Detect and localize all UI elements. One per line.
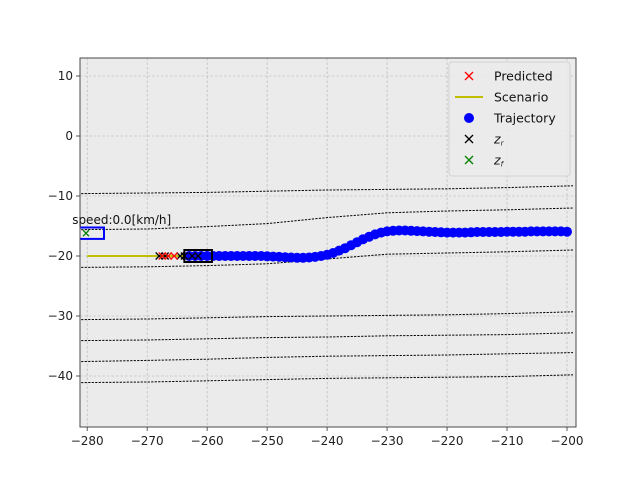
legend-label: Predicted [494, 69, 553, 84]
lane-boundary [81, 207, 574, 231]
lane-boundary [81, 311, 574, 321]
y-tick-label: 10 [58, 69, 73, 83]
legend-entry-z_f: zf [464, 153, 505, 169]
y-tick-label: −30 [48, 309, 73, 323]
legend-cross-swatch-stroke [464, 155, 474, 165]
legend-cross-swatch-stroke [464, 134, 474, 144]
predicted-marker-stroke [170, 252, 179, 260]
legend-box [448, 61, 571, 177]
trajectory-point [562, 226, 573, 237]
predicted-marker [164, 252, 173, 260]
legend-cross-swatch [464, 155, 474, 165]
legend-entry-trajectory: Trajectory [464, 111, 556, 126]
z-r-marker-stroke [180, 252, 189, 260]
other-vehicle [80, 226, 105, 240]
y-tick-label: 0 [65, 129, 73, 143]
legend-entry-z_r: zr [464, 132, 505, 148]
legend-cross-swatch-stroke [464, 71, 474, 81]
legend-entry-predicted: Predicted [464, 69, 553, 84]
plot-frame [79, 57, 577, 428]
z-f-marker-stroke [82, 229, 90, 237]
z-f-marker [82, 229, 90, 237]
speed-annotation: speed:0.0[km/h] [72, 213, 171, 227]
axis-ticks: −280 −270 −260 −250 −240 −230 −220 −210 −200 10 0 −… [48, 69, 584, 448]
legend-dot-swatch [464, 113, 474, 123]
x-tick-label: −280 [71, 434, 104, 448]
z-r-marker [161, 252, 170, 260]
y-tick-label: −10 [48, 189, 73, 203]
legend-label-subscript: r [501, 140, 505, 148]
z-r-marker [194, 252, 203, 260]
x-tick-label: −200 [551, 434, 584, 448]
x-tick-label: −230 [371, 434, 404, 448]
predicted-marker-stroke [158, 252, 167, 260]
z-r-marker [155, 252, 164, 260]
z-r-marker-stroke [188, 252, 197, 260]
plot-layer [80, 185, 574, 384]
x-tick-label: −220 [431, 434, 464, 448]
lane-boundary [81, 185, 574, 195]
legend-label-subscript: f [501, 161, 505, 169]
x-tick-label: −240 [311, 434, 344, 448]
legend-label: zr [493, 132, 505, 148]
lane-boundary [81, 352, 574, 363]
legend-label: zf [493, 153, 505, 169]
legend-cross-swatch [464, 71, 474, 81]
predicted-marker [170, 252, 179, 260]
legend-cross-swatch [464, 134, 474, 144]
z-r-marker-stroke [161, 252, 170, 260]
x-tick-label: −270 [131, 434, 164, 448]
x-tick-label: −210 [491, 434, 524, 448]
legend-label-base: z [493, 132, 501, 147]
z-r-marker-stroke [194, 252, 203, 260]
x-tick-label: −260 [191, 434, 224, 448]
z-r-marker-stroke [155, 252, 164, 260]
y-tick-label: −40 [48, 369, 73, 383]
predicted-marker [158, 252, 167, 260]
legend-entry-scenario: Scenario [455, 90, 548, 105]
lane-boundary [81, 374, 574, 384]
legend-label: Scenario [494, 90, 548, 105]
legend-label: Trajectory [493, 111, 556, 126]
lane-boundary [81, 332, 574, 342]
predicted-marker-stroke [164, 252, 173, 260]
z-r-marker [180, 252, 189, 260]
x-tick-label: −250 [251, 434, 284, 448]
y-tick-label: −20 [48, 249, 73, 263]
legend-label-base: z [493, 153, 501, 168]
z-r-marker [188, 252, 197, 260]
